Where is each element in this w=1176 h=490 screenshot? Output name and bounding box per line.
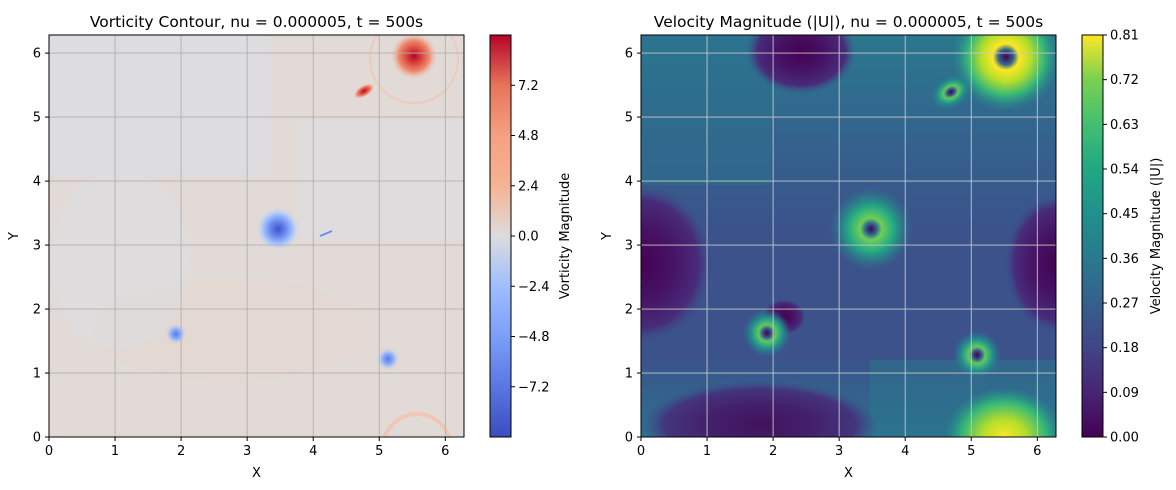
vorticity-axes-frame: [48, 34, 465, 438]
vorticity-grid: [49, 35, 464, 437]
x-tick-label: 4: [901, 444, 909, 459]
vorticity-x-ticks: 0 1 2 3 4 5 6: [45, 437, 449, 459]
vorticity-ring: [369, 35, 459, 104]
velocity-ring-right: [953, 331, 1001, 379]
colorbar-tick-label: 0.72: [1110, 73, 1139, 88]
x-tick-label: 5: [375, 444, 383, 459]
velocity-axes-frame: [640, 34, 1057, 438]
colorbar-tick-label: 0.27: [1110, 297, 1139, 312]
vorticity-streak: [300, 120, 464, 240]
velocity-low-left: [641, 184, 713, 344]
colorbar-tick-label: 4.8: [518, 129, 539, 144]
vorticity-filament: [319, 230, 333, 237]
y-tick-label: 0: [625, 431, 633, 446]
y-tick-label: 6: [625, 47, 633, 62]
vorticity-y-ticks: 0 1 2 3 4 5 6: [33, 47, 49, 446]
x-tick-label: 3: [835, 444, 843, 459]
x-tick-label: 2: [769, 444, 777, 459]
y-tick-label: 1: [625, 367, 633, 382]
y-tick-label: 1: [33, 367, 41, 382]
colorbar-tick-label: 0.81: [1110, 29, 1139, 44]
y-tick-label: 5: [625, 111, 633, 126]
velocity-title: Velocity Magnitude (|U|), nu = 0.000005,…: [654, 13, 1043, 31]
y-tick-label: 4: [33, 175, 41, 190]
velocity-plot-area: [641, 35, 1056, 437]
colorbar-tick-label: 0.18: [1110, 341, 1139, 356]
x-tick-label: 6: [1033, 444, 1041, 459]
x-tick-label: 6: [441, 444, 449, 459]
velocity-ring-center: [829, 187, 913, 271]
velocity-blob-bottom: [944, 387, 1056, 437]
vorticity-colorbar-ticks: −7.2 −4.8 −2.4 0.0 2.4 4.8 7.2: [511, 79, 550, 395]
velocity-colorbar-label: Velocity Magnitude (|U|): [1149, 158, 1164, 315]
colorbar-tick-label: −2.4: [518, 280, 550, 295]
vorticity-panel: Vorticity Contour, nu = 0.000005, t = 50…: [7, 13, 573, 481]
colorbar-tick-label: 0.45: [1110, 207, 1139, 222]
velocity-grid: [641, 35, 1056, 437]
vorticity-vortex-blue-center: [256, 207, 300, 251]
velocity-y-ticks: 0 1 2 3 4 5 6: [625, 47, 641, 446]
colorbar-tick-label: 0.36: [1110, 252, 1139, 267]
velocity-colorbar: [1081, 34, 1104, 438]
velocity-x-ticks: 0 1 2 3 4 5 6: [637, 437, 1041, 459]
y-tick-label: 2: [625, 303, 633, 318]
vorticity-ring: [382, 412, 452, 437]
vorticity-y-label: Y: [7, 232, 22, 241]
y-tick-label: 0: [33, 431, 41, 446]
vorticity-streak: [50, 170, 190, 350]
x-tick-label: 3: [243, 444, 251, 459]
velocity-low-bottom: [641, 380, 880, 437]
y-tick-label: 4: [625, 175, 633, 190]
vorticity-vortex-blue-right: [376, 347, 400, 371]
colorbar-tick-label: 0.63: [1110, 118, 1139, 133]
vorticity-vortex-red-large: [390, 35, 438, 80]
y-tick-label: 3: [33, 239, 41, 254]
colorbar-tick-label: 7.2: [518, 79, 539, 94]
vorticity-colorbar-label: Vorticity Magnitude: [558, 173, 573, 299]
x-tick-label: 2: [177, 444, 185, 459]
vorticity-x-label: X: [252, 466, 261, 481]
colorbar-tick-label: 0.00: [1110, 431, 1139, 446]
y-tick-label: 3: [625, 239, 633, 254]
x-tick-label: 1: [703, 444, 711, 459]
y-tick-label: 2: [33, 303, 41, 318]
colorbar-tick-label: 0.09: [1110, 386, 1139, 401]
x-tick-label: 0: [637, 444, 645, 459]
vorticity-vortex-red-small: [353, 83, 375, 99]
colorbar-tick-label: −4.8: [518, 330, 550, 345]
colorbar-tick-label: 0.54: [1110, 163, 1139, 178]
colorbar-tick-label: −7.2: [518, 380, 550, 395]
x-tick-label: 0: [45, 444, 53, 459]
velocity-colorbar-ticks: 0.00 0.09 0.18 0.27 0.36 0.45 0.54 0.63 0.72 0.81: [1103, 29, 1139, 446]
velocity-ring-left: [743, 309, 791, 357]
x-tick-label: 4: [309, 444, 317, 459]
vorticity-vortex-blue-left: [165, 323, 187, 345]
velocity-ring-top-small: [930, 74, 972, 110]
velocity-y-label: Y: [600, 232, 615, 241]
y-tick-label: 5: [33, 111, 41, 126]
velocity-low-right: [1004, 194, 1056, 334]
vorticity-plot-area: [49, 35, 464, 437]
x-tick-label: 5: [967, 444, 975, 459]
colorbar-tick-label: 0.0: [518, 230, 539, 245]
velocity-x-label: X: [844, 466, 853, 481]
vorticity-streak: [49, 35, 269, 175]
vorticity-colorbar: [489, 34, 512, 438]
vorticity-title: Vorticity Contour, nu = 0.000005, t = 50…: [90, 13, 423, 31]
x-tick-label: 1: [111, 444, 119, 459]
colorbar-tick-label: 2.4: [518, 179, 539, 194]
velocity-panel: Velocity Magnitude (|U|), nu = 0.000005,…: [600, 13, 1164, 481]
y-tick-label: 6: [33, 47, 41, 62]
velocity-ring-top-right: [951, 35, 1056, 112]
